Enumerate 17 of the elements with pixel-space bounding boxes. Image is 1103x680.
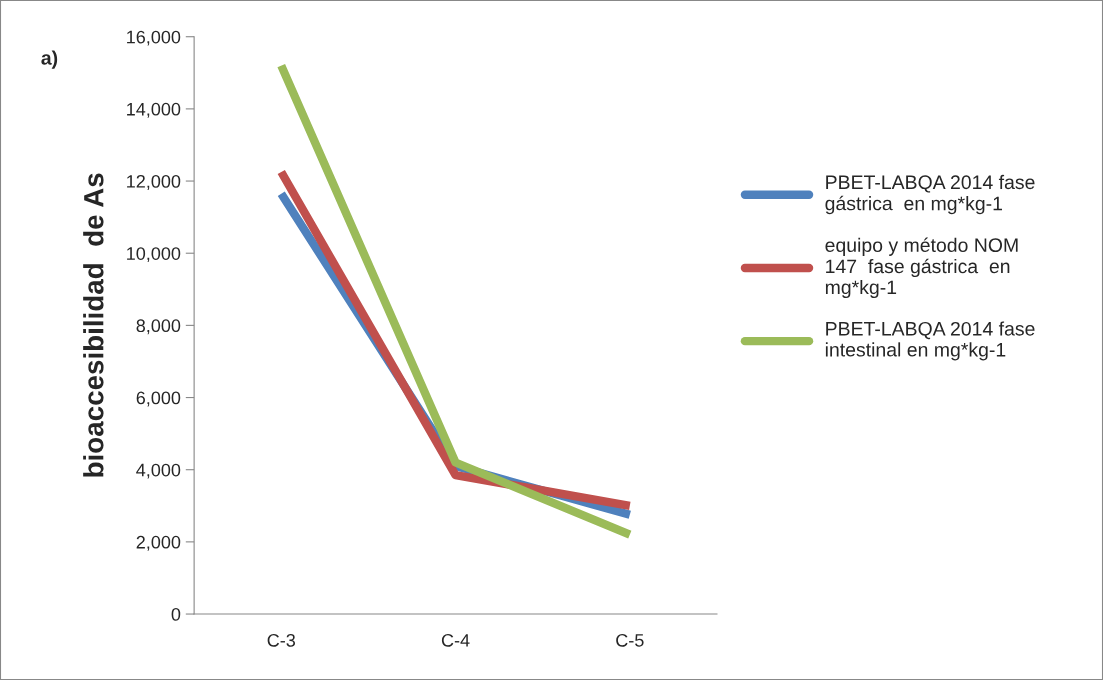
- legend-label: PBET-LABQA 2014 fase intestinal en mg*kg-1: [825, 321, 1035, 361]
- legend-label: PBET-LABQA 2014 fase gástrica en mg*kg-1: [825, 174, 1035, 215]
- text: a): [41, 50, 58, 69]
- y-axis-title: bioaccesibilidad de As: [83, 173, 104, 477]
- x-tick-label: C-4: [441, 633, 470, 647]
- y-tick-label: 4,000: [136, 463, 181, 479]
- y-tick-label: 14,000: [127, 102, 181, 118]
- y-tick-label: 12,000: [127, 174, 181, 190]
- y-tick-label: 10,000: [127, 247, 181, 263]
- y-tick-label: 8,000: [136, 319, 181, 335]
- x-tick-label: C-3: [267, 633, 296, 647]
- y-tick-label: 6,000: [136, 391, 181, 407]
- legend-label: equipo y método NOM 147 fase gástrica en mg*kg-1: [825, 237, 1018, 299]
- y-tick-label: 2,000: [136, 535, 181, 551]
- y-tick-label: 0: [171, 607, 181, 621]
- x-tick-label: C-5: [616, 633, 644, 647]
- y-tick-label: 16,000: [127, 30, 181, 46]
